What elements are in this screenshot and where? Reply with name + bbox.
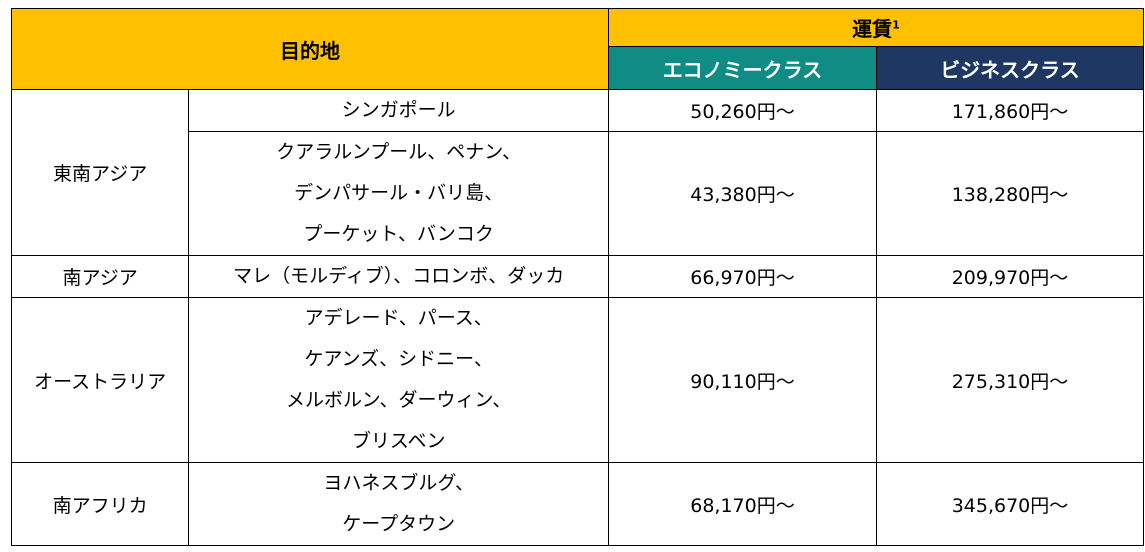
city-line: ケープタウン (342, 513, 456, 535)
table-row: クアラルンプール、ペナン、 デンパサール・バリ島、 プーケット、バンコク 43,… (12, 131, 1144, 256)
business-price: 171,860円～ (876, 89, 1144, 132)
city-cell: シンガポール (188, 89, 609, 132)
city-line: プーケット、バンコク (303, 223, 494, 245)
fare-header: 運賃1 (608, 7, 1144, 48)
city-line: マレ（モルディブ）、コロンボ、ダッカ (233, 265, 565, 287)
economy-header: エコノミークラス (608, 46, 877, 90)
economy-price: 50,260円～ (608, 89, 877, 132)
business-price: 275,310円～ (876, 297, 1144, 463)
city-line: シンガポール (341, 99, 456, 121)
city-line: メルボルン、ダーウィン、 (285, 389, 512, 411)
city-line: デンパサール・バリ島、 (294, 182, 504, 204)
business-price: 209,970円～ (876, 255, 1144, 298)
city-line: ケアンズ、シドニー、 (304, 348, 493, 370)
economy-price: 43,380円～ (608, 131, 877, 256)
fare-header-label: 運賃 (852, 17, 893, 42)
economy-price: 66,970円～ (608, 255, 877, 298)
business-price: 138,280円～ (876, 131, 1144, 256)
fare-footnote-marker: 1 (892, 18, 900, 32)
economy-price: 90,110円～ (608, 297, 877, 463)
city-cell: マレ（モルディブ）、コロンボ、ダッカ (188, 255, 609, 298)
economy-price: 68,170円～ (608, 462, 877, 546)
fare-table: 目的地 運賃1 エコノミークラス ビジネスクラス 東南アジア シンガポール 50… (10, 7, 1144, 546)
class-header-row: エコノミークラス ビジネスクラス (12, 46, 1144, 90)
city-cell: アデレード、パース、 ケアンズ、シドニー、 メルボルン、ダーウィン、 ブリスベン (188, 297, 609, 463)
table-row: 南アジア マレ（モルディブ）、コロンボ、ダッカ 66,970円～ 209,970… (10, 255, 1144, 298)
region-cell: オーストラリア (10, 297, 190, 463)
region-cell: 南アジア (10, 255, 190, 298)
fare-table-container: 目的地 運賃1 エコノミークラス ビジネスクラス 東南アジア シンガポール 50… (10, 7, 1144, 546)
business-header: ビジネスクラス (876, 46, 1144, 90)
table-row: 南アフリカ ヨハネスブルグ、 ケープタウン 68,170円～ 345,670円～ (10, 462, 1144, 546)
city-line: ブリスベン (351, 430, 446, 452)
city-cell: ヨハネスブルグ、 ケープタウン (188, 462, 609, 546)
city-cell: クアラルンプール、ペナン、 デンパサール・バリ島、 プーケット、バンコク (188, 131, 609, 256)
header-row: 目的地 運賃1 (11, 7, 1144, 90)
region-cell: 東南アジア (10, 89, 190, 256)
business-price: 345,670円～ (876, 462, 1144, 546)
table-row: オーストラリア アデレード、パース、 ケアンズ、シドニー、 メルボルン、ダーウィ… (10, 297, 1144, 463)
region-cell: 南アフリカ (10, 462, 190, 546)
city-line: ヨハネスブルグ、 (323, 472, 474, 494)
destination-header: 目的地 (11, 8, 609, 90)
city-line: クアラルンプール、ペナン、 (276, 141, 522, 163)
table-row: 東南アジア シンガポール 50,260円～ 171,860円～ (10, 89, 1144, 256)
city-line: アデレード、パース、 (304, 307, 493, 329)
